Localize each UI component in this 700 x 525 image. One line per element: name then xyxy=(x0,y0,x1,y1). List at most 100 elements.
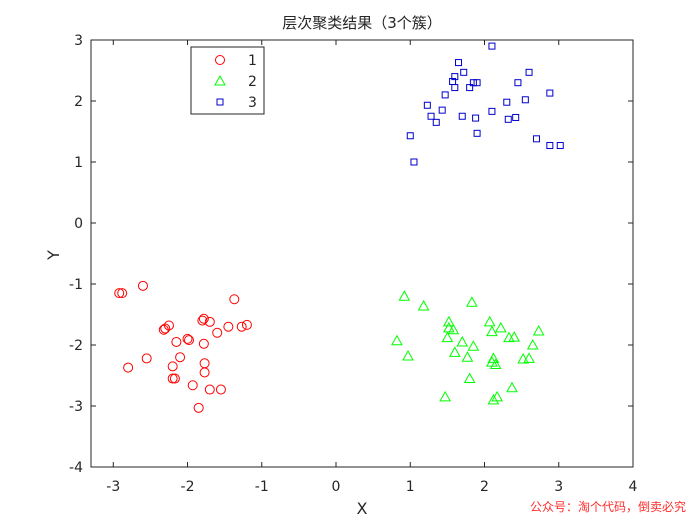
data-point-cluster-1 xyxy=(241,319,252,330)
x-tick-label: 0 xyxy=(332,479,341,495)
data-point-cluster-2 xyxy=(447,323,460,335)
series-2 xyxy=(391,290,545,405)
data-point-cluster-2 xyxy=(506,381,518,393)
data-point-cluster-3 xyxy=(458,112,466,120)
data-point-cluster-2 xyxy=(391,334,403,346)
data-point-cluster-2 xyxy=(532,324,545,336)
y-tick-label: -2 xyxy=(69,338,83,354)
y-tick-label: -1 xyxy=(69,277,83,293)
data-point-cluster-2 xyxy=(494,321,507,333)
x-axis: -3 -2 -1 0 1 2 3 4 xyxy=(106,40,638,495)
data-point-cluster-1 xyxy=(197,315,208,326)
data-point-cluster-3 xyxy=(504,115,512,123)
data-point-cluster-1 xyxy=(204,384,215,395)
data-point-cluster-1 xyxy=(117,288,128,299)
chart-title: 层次聚类结果（3个簇） xyxy=(282,14,442,32)
y-tick-label: 3 xyxy=(74,33,83,49)
y-tick-label: 2 xyxy=(74,94,83,110)
data-point-cluster-3 xyxy=(556,142,564,150)
data-point-cluster-1 xyxy=(182,333,193,344)
x-tick-label: 1 xyxy=(406,479,415,495)
data-point-cluster-1 xyxy=(114,288,125,299)
data-point-cluster-1 xyxy=(199,367,210,378)
watermark-text: 公众号：淘个代码，倒卖必究 xyxy=(530,499,686,514)
data-point-cluster-1 xyxy=(158,324,169,335)
data-point-cluster-2 xyxy=(508,331,521,342)
series-3 xyxy=(406,42,564,166)
data-point-cluster-1 xyxy=(141,353,152,364)
plot-area xyxy=(90,39,634,468)
data-point-cluster-3 xyxy=(469,79,477,87)
data-point-cluster-3 xyxy=(546,142,554,150)
x-tick-label: 2 xyxy=(480,479,489,495)
data-point-cluster-3 xyxy=(521,96,529,104)
data-point-cluster-2 xyxy=(483,315,496,327)
y-axis-label: Y xyxy=(44,250,63,261)
data-point-cluster-3 xyxy=(525,68,533,76)
data-point-cluster-3 xyxy=(432,118,440,126)
legend: 1 2 3 xyxy=(190,46,265,115)
x-tick-label: -3 xyxy=(106,479,120,495)
x-axis-label: X xyxy=(357,499,368,518)
data-point-cluster-2 xyxy=(491,390,503,402)
data-point-cluster-2 xyxy=(456,335,469,347)
data-point-cluster-1 xyxy=(187,380,198,391)
legend-marker-2 xyxy=(214,74,226,86)
data-point-cluster-2 xyxy=(487,393,500,405)
data-point-cluster-1 xyxy=(123,362,134,373)
y-tick-label: -3 xyxy=(69,399,83,415)
data-point-cluster-1 xyxy=(193,402,204,413)
data-point-cluster-3 xyxy=(503,98,511,106)
data-point-cluster-2 xyxy=(487,352,500,363)
data-point-cluster-3 xyxy=(427,112,435,120)
data-point-cluster-2 xyxy=(486,325,498,337)
data-point-cluster-3 xyxy=(473,129,481,137)
data-point-cluster-3 xyxy=(438,106,446,114)
legend-marker-1 xyxy=(215,55,225,65)
series-1 xyxy=(114,280,252,413)
x-tick-label: 4 xyxy=(629,479,638,495)
data-point-cluster-3 xyxy=(466,84,474,92)
y-axis: -4 -3 -2 -1 0 1 2 3 xyxy=(69,33,633,476)
data-point-cluster-1 xyxy=(137,280,148,291)
x-tick-label: 3 xyxy=(554,479,563,495)
data-point-cluster-1 xyxy=(160,323,171,334)
data-point-cluster-3 xyxy=(423,101,431,109)
data-point-cluster-2 xyxy=(441,331,454,343)
data-point-cluster-2 xyxy=(417,299,430,311)
data-point-cluster-1 xyxy=(184,335,195,346)
legend-entry-label: 2 xyxy=(248,74,257,90)
data-point-cluster-3 xyxy=(451,73,459,81)
data-point-cluster-3 xyxy=(532,135,540,143)
data-point-cluster-1 xyxy=(169,373,180,384)
data-point-cluster-3 xyxy=(472,114,480,122)
data-point-cluster-3 xyxy=(546,89,554,97)
x-tick-label: -1 xyxy=(255,479,269,495)
data-point-cluster-2 xyxy=(517,353,529,364)
data-point-cluster-2 xyxy=(466,296,478,307)
data-point-cluster-1 xyxy=(167,361,178,372)
data-point-cluster-3 xyxy=(473,79,481,87)
data-point-cluster-1 xyxy=(223,321,234,332)
y-tick-label: 0 xyxy=(74,216,83,232)
data-point-cluster-2 xyxy=(398,290,411,301)
data-point-cluster-1 xyxy=(204,316,215,327)
y-tick-label: -4 xyxy=(69,460,83,476)
data-point-cluster-3 xyxy=(441,91,449,99)
x-tick-label: -2 xyxy=(181,479,195,495)
data-point-cluster-2 xyxy=(489,358,502,370)
data-point-cluster-3 xyxy=(460,68,468,76)
data-point-cluster-2 xyxy=(461,351,474,362)
data-point-cluster-2 xyxy=(439,390,452,402)
data-point-cluster-2 xyxy=(463,372,476,384)
data-point-cluster-2 xyxy=(467,340,480,351)
data-point-cluster-3 xyxy=(512,113,520,121)
data-point-cluster-1 xyxy=(215,384,226,395)
data-point-cluster-3 xyxy=(488,107,496,115)
data-point-cluster-2 xyxy=(448,346,461,357)
data-point-cluster-3 xyxy=(451,84,459,92)
data-point-cluster-2 xyxy=(523,352,535,363)
data-point-cluster-2 xyxy=(443,315,455,327)
data-point-cluster-2 xyxy=(526,338,539,350)
